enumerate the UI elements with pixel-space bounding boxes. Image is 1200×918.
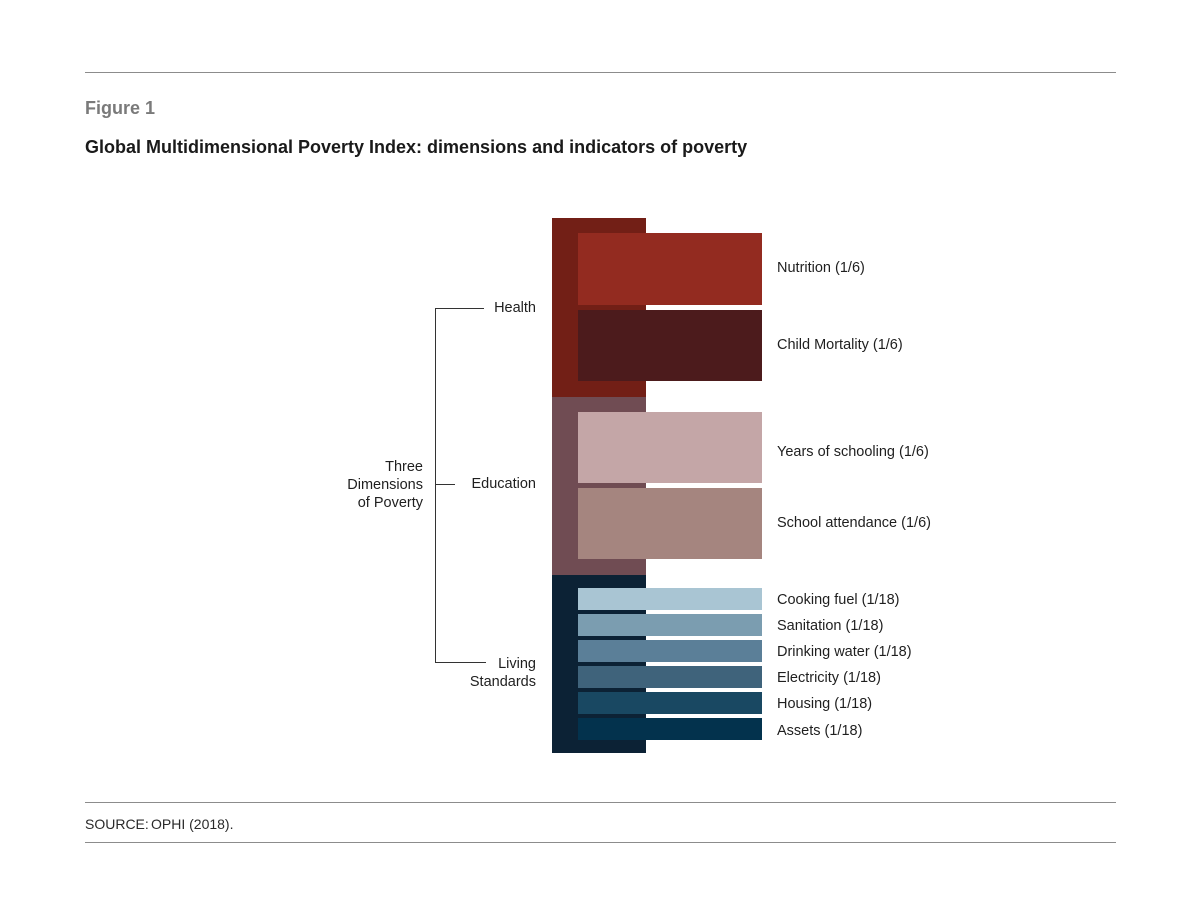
indicator-label-assets: Assets (1/18) — [777, 723, 863, 739]
source-note: SOURCE: OPHI (2018). — [85, 816, 233, 832]
indicator-bar-assets — [578, 718, 762, 740]
indicator-bar-cooking-fuel — [578, 588, 762, 610]
bracket-lines — [435, 308, 486, 663]
bottom-rule — [85, 842, 1116, 843]
top-rule — [85, 72, 1116, 73]
indicator-label-nutrition: Nutrition (1/6) — [777, 260, 865, 276]
indicator-label-drinking-water: Drinking water (1/18) — [777, 644, 912, 660]
source-top-rule — [85, 802, 1116, 803]
indicator-bar-school-attendance — [578, 488, 762, 559]
indicator-bar-nutrition — [578, 233, 762, 305]
indicator-label-years-of-schooling: Years of schooling (1/6) — [777, 444, 929, 460]
root-label: Three Dimensions of Poverty — [347, 459, 423, 511]
indicator-bar-child-mortality — [578, 310, 762, 381]
indicator-label-electricity: Electricity (1/18) — [777, 670, 881, 686]
dimension-label-health: Health — [494, 300, 536, 316]
dimension-label-living-standards: Living Standards — [469, 656, 536, 690]
indicator-label-housing: Housing (1/18) — [777, 696, 873, 712]
indicator-label-school-attendance: School attendance (1/6) — [777, 515, 931, 531]
dimension-label-education: Education — [471, 476, 537, 492]
figure-title: Global Multidimensional Poverty Index: d… — [85, 137, 748, 157]
indicator-bar-drinking-water — [578, 640, 762, 662]
indicator-bar-years-of-schooling — [578, 412, 762, 483]
indicator-label-cooking-fuel: Cooking fuel (1/18) — [777, 592, 900, 608]
indicator-bar-housing — [578, 692, 762, 714]
source-text: OPHI (2018). — [151, 816, 234, 832]
indicator-label-child-mortality: Child Mortality (1/6) — [777, 337, 903, 353]
indicator-bar-sanitation — [578, 614, 762, 636]
indicator-bars — [578, 233, 762, 740]
figure-label: Figure 1 — [85, 98, 156, 118]
indicator-bar-electricity — [578, 666, 762, 688]
source-label: SOURCE: — [85, 816, 149, 832]
indicator-label-sanitation: Sanitation (1/18) — [777, 618, 884, 634]
